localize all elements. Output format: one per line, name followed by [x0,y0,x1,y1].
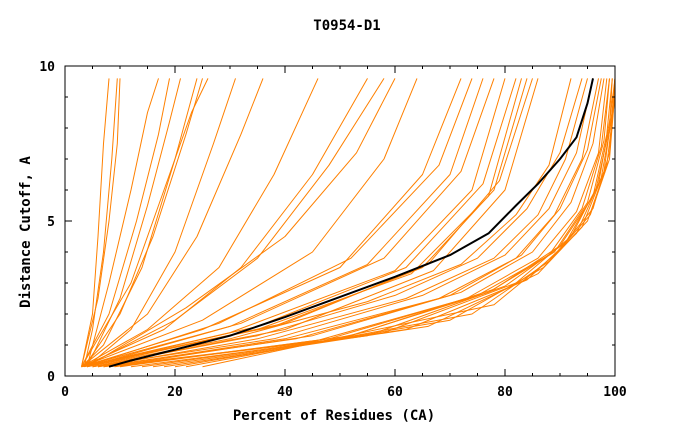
chart-title: T0954-D1 [313,18,380,34]
series-line-3 [81,78,121,367]
y-tick-label: 5 [47,215,55,230]
series-line-9 [81,78,209,367]
series-line-10 [86,78,236,368]
series-line-6 [86,78,181,367]
series-line-15 [86,78,396,368]
x-tick-label: 40 [277,385,293,400]
series-line-28 [92,78,583,368]
highlight-line [108,78,594,368]
series-line-22 [84,78,517,368]
tick-layer: 0 20 40 60 80 100 0 5 10 [39,60,627,400]
series-line-13 [81,78,368,368]
x-tick-label: 0 [61,385,69,400]
series-line-11 [81,78,264,368]
series-line-1 [81,78,110,367]
series-line-14 [84,78,385,368]
series-line-4 [86,78,159,367]
series-line-33 [108,78,605,368]
series-line-7 [81,78,198,368]
series-line-26 [92,78,539,368]
x-tick-label: 20 [167,385,183,400]
series-line-30 [92,78,594,368]
series-line-32 [97,78,602,368]
y-tick-label: 0 [47,370,55,385]
series-line-12 [81,78,319,368]
series-line-44 [202,78,616,368]
x-axis-label: Percent of Residues (CA) [233,408,435,424]
series-layer [81,78,616,368]
x-tick-label: 100 [603,385,627,400]
series-line-27 [86,78,572,368]
y-tick-label: 10 [39,60,55,75]
y-axis-label: Distance Cutoff, A [18,156,34,308]
series-line-19 [86,78,484,368]
x-tick-label: 80 [497,385,513,400]
x-tick-label: 60 [387,385,403,400]
series-line-20 [81,78,495,368]
series-line-16 [81,78,418,368]
highlight-layer [108,78,594,368]
series-line-2 [83,78,118,367]
series-line-18 [84,78,473,368]
series-line-8 [83,78,203,367]
series-line-5 [81,78,170,367]
series-line-29 [97,78,588,368]
